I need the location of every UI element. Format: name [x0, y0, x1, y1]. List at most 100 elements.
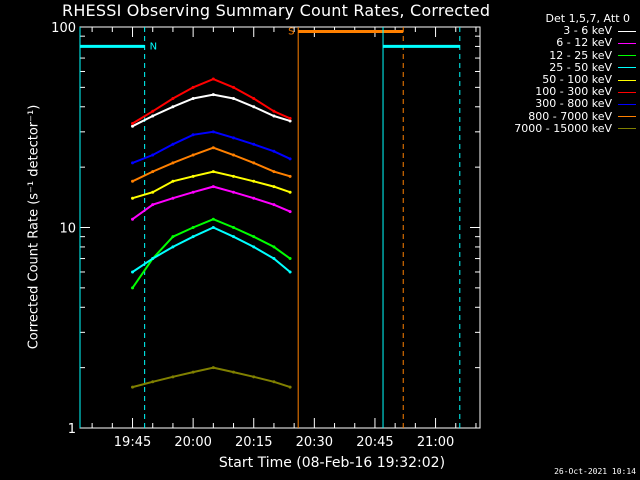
legend-label: 50 - 100 keV: [542, 73, 612, 87]
timestamp: 26-Oct-2021 10:14: [554, 467, 636, 476]
data-point: [171, 235, 175, 239]
data-point: [252, 105, 256, 109]
data-point: [191, 174, 195, 178]
data-point: [131, 270, 135, 274]
data-point: [232, 235, 236, 239]
series-line-3: [131, 226, 291, 273]
data-point: [211, 130, 215, 134]
legend-label: 12 - 25 keV: [549, 48, 612, 62]
data-point: [288, 257, 292, 261]
legend-label: 100 - 300 keV: [535, 85, 612, 99]
data-point: [288, 270, 292, 274]
data-point: [191, 190, 195, 194]
data-point: [252, 235, 256, 239]
data-point: [131, 385, 135, 389]
data-point: [232, 96, 236, 100]
series-line-0: [132, 93, 291, 128]
legend-label: 7000 - 15000 keV: [514, 121, 612, 135]
data-point: [211, 146, 215, 150]
chart-title: RHESSI Observing Summary Count Rates, Co…: [62, 1, 491, 20]
data-point: [191, 153, 195, 157]
legend-header: Det 1,5,7, Att 0: [545, 12, 630, 25]
data-point: [272, 185, 276, 189]
data-point: [252, 96, 256, 100]
legend-item: 12 - 25 keV: [486, 48, 636, 62]
data-point: [232, 136, 236, 140]
data-point: [252, 245, 256, 249]
x-axis-label: Start Time (08-Feb-16 19:32:02): [218, 455, 446, 471]
data-point: [252, 179, 256, 183]
data-point: [151, 114, 155, 118]
data-point: [272, 380, 276, 384]
annotation-label: S: [288, 26, 294, 37]
data-point: [252, 142, 256, 146]
data-point: [272, 203, 276, 207]
legend-item: 100 - 300 keV: [486, 86, 636, 98]
y-tick-label: 10: [59, 222, 76, 237]
legend-item: 50 - 100 keV: [486, 73, 636, 87]
data-point: [131, 122, 135, 126]
data-point: [232, 226, 236, 229]
legend-item: 300 - 800 keV: [486, 98, 636, 110]
data-point: [131, 124, 135, 128]
data-point: [151, 153, 155, 157]
data-point: [171, 161, 175, 165]
legend-item: 6 - 12 keV: [486, 37, 636, 49]
legend-swatch: [618, 104, 636, 106]
data-point: [252, 196, 256, 200]
data-point: [272, 170, 276, 174]
data-point: [288, 385, 292, 389]
data-point: [171, 196, 175, 200]
data-point: [272, 257, 276, 261]
legend-swatch: [618, 55, 636, 57]
data-point: [191, 226, 195, 229]
data-point: [232, 174, 236, 178]
data-point: [151, 190, 155, 194]
series-line-8: [132, 366, 291, 389]
x-tick-label: 19:45: [114, 435, 151, 450]
data-point: [288, 157, 292, 161]
legend-swatch: [618, 128, 636, 130]
legend-swatch: [618, 116, 636, 118]
data-point: [171, 105, 175, 109]
data-point: [151, 380, 155, 384]
x-tick-label: 20:45: [356, 435, 393, 450]
series-line-6: [132, 130, 291, 164]
annotation-label: N: [150, 41, 157, 52]
data-point: [252, 161, 256, 165]
data-point: [211, 217, 215, 221]
legend-label: 800 - 7000 keV: [528, 109, 612, 123]
data-point: [191, 96, 195, 100]
data-point: [232, 370, 236, 374]
legend-swatch: [618, 79, 636, 81]
data-point: [272, 109, 276, 113]
data-point: [288, 116, 292, 120]
data-point: [191, 370, 195, 374]
data-point: [171, 96, 175, 100]
data-point: [252, 375, 256, 379]
legend-item: 3 - 6 keV: [486, 24, 636, 37]
x-tick-label: 20:15: [235, 435, 272, 450]
x-tick-label: 21:00: [417, 435, 454, 450]
data-point: [211, 77, 215, 81]
series-line-1: [131, 185, 291, 221]
legend-swatch: [618, 91, 636, 93]
data-point: [288, 174, 292, 178]
data-point: [131, 217, 135, 221]
data-point: [272, 114, 276, 118]
data-point: [151, 203, 155, 207]
data-point: [232, 190, 236, 194]
data-point: [131, 196, 135, 200]
legend-item: 800 - 7000 keV: [486, 109, 636, 123]
legend-label: 6 - 12 keV: [556, 36, 612, 50]
data-point: [171, 142, 175, 146]
data-point: [288, 210, 292, 214]
data-point: [232, 153, 236, 157]
data-point: [288, 190, 292, 194]
data-point: [171, 179, 175, 183]
data-point: [151, 170, 155, 174]
legend-swatch: [618, 30, 636, 32]
series-line-5: [131, 78, 291, 125]
data-point: [131, 179, 135, 183]
